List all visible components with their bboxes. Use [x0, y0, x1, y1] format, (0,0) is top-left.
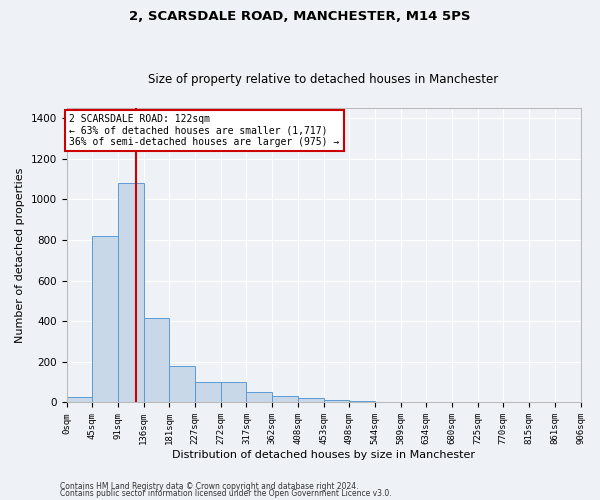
- Y-axis label: Number of detached properties: Number of detached properties: [15, 168, 25, 343]
- Title: Size of property relative to detached houses in Manchester: Size of property relative to detached ho…: [148, 73, 499, 86]
- Bar: [196, 382, 221, 402]
- X-axis label: Distribution of detached houses by size in Manchester: Distribution of detached houses by size …: [172, 450, 475, 460]
- Bar: [118, 183, 143, 402]
- Bar: [67, 398, 92, 402]
- Bar: [169, 366, 196, 403]
- Text: Contains HM Land Registry data © Crown copyright and database right 2024.: Contains HM Land Registry data © Crown c…: [60, 482, 359, 491]
- Text: Contains public sector information licensed under the Open Government Licence v3: Contains public sector information licen…: [60, 489, 392, 498]
- Bar: [92, 236, 118, 402]
- Bar: [323, 400, 349, 402]
- Bar: [221, 382, 247, 402]
- Bar: [143, 318, 169, 402]
- Bar: [272, 396, 298, 402]
- Bar: [247, 392, 272, 402]
- Bar: [298, 398, 323, 402]
- Text: 2 SCARSDALE ROAD: 122sqm
← 63% of detached houses are smaller (1,717)
36% of sem: 2 SCARSDALE ROAD: 122sqm ← 63% of detach…: [70, 114, 340, 148]
- Text: 2, SCARSDALE ROAD, MANCHESTER, M14 5PS: 2, SCARSDALE ROAD, MANCHESTER, M14 5PS: [129, 10, 471, 23]
